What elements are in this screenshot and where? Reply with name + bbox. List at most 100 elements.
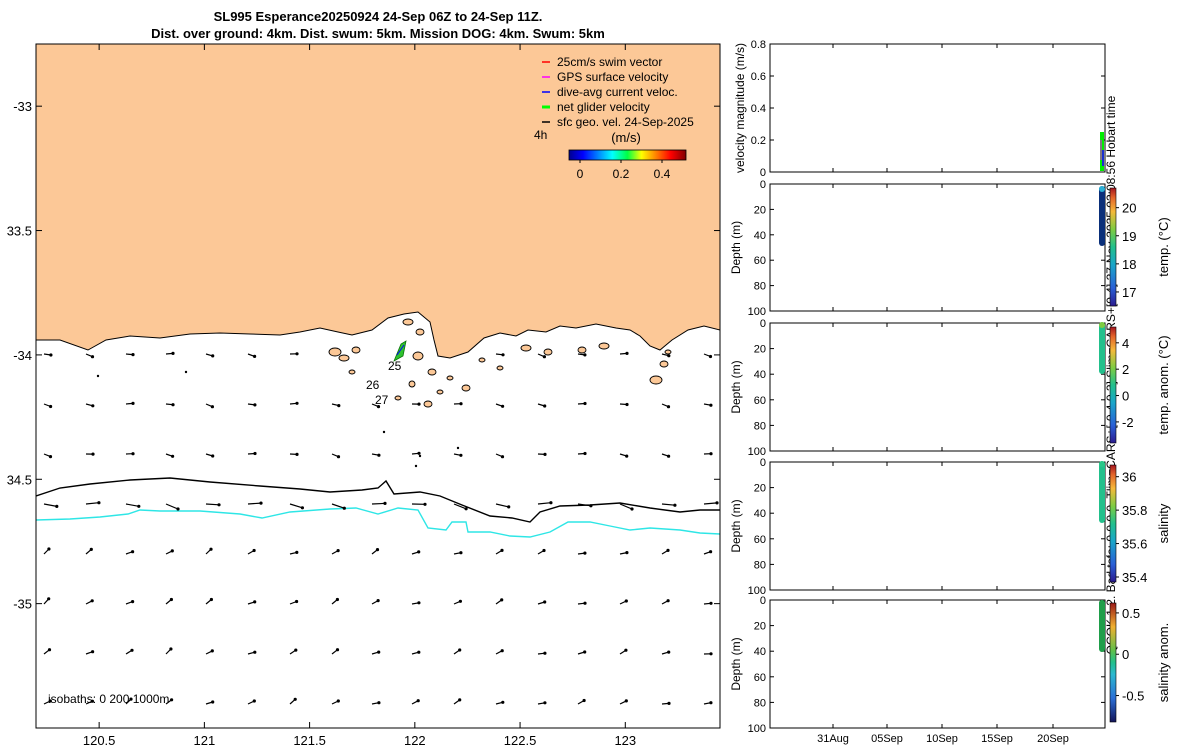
vector-head [91, 650, 95, 654]
island [478, 357, 486, 363]
island [664, 349, 672, 355]
profile-data-top [1099, 600, 1105, 606]
y-tick-label: 100 [748, 446, 766, 458]
y-tick-label: 80 [754, 281, 766, 293]
vector-head [49, 353, 53, 357]
vector-head [715, 501, 719, 505]
vector-head [210, 405, 214, 409]
vector-head [501, 700, 505, 704]
vector-head [129, 697, 133, 701]
colorbar-tick-label: 0 [1122, 389, 1129, 404]
vector-head [252, 699, 256, 703]
vector-head [90, 599, 94, 603]
y-tick-label: 80 [754, 559, 766, 571]
vector-head [416, 699, 420, 703]
vector-head [209, 547, 213, 551]
vector-head [583, 650, 587, 654]
vector-head [624, 599, 628, 603]
vector-head [501, 404, 505, 408]
colorbar-label: salinity anom. [1156, 623, 1171, 702]
island [348, 369, 356, 375]
rock [456, 446, 460, 450]
colorbar-label: temp. anom. (°C) [1156, 335, 1171, 434]
vector-head [709, 403, 713, 407]
island [338, 354, 350, 362]
colorbar-tick-label: 0 [1122, 647, 1129, 662]
vector-head [131, 401, 135, 405]
vector-head [666, 599, 670, 603]
vector-head [625, 402, 629, 407]
speed-colorbar-tick-label: 0 [577, 167, 584, 181]
vector-head [500, 548, 504, 553]
map-x-tick-label: 122.5 [504, 733, 537, 748]
vector-head [417, 451, 421, 455]
legend-label: net glider velocity [557, 100, 650, 114]
y-axis-label: Depth (m) [729, 499, 743, 552]
y-tick-label: 60 [754, 672, 766, 684]
vector-head [48, 699, 52, 703]
vector-head [259, 501, 263, 505]
vector-head [583, 601, 587, 605]
vector-head [97, 501, 101, 505]
profile-data-top [1099, 322, 1105, 328]
colorbar-label: salinity [1156, 503, 1171, 543]
colorbar-tick-label: 35.6 [1122, 537, 1147, 552]
panel-frame [769, 599, 1106, 729]
panel-1: 0 0.2 0.4 0.6 0.8 velocity magnitude (m/s) [733, 39, 1106, 179]
vector-head [549, 501, 553, 505]
rock [414, 464, 418, 468]
vector-head [417, 550, 421, 554]
surface-velocity-vector [165, 503, 179, 510]
vector-head [131, 550, 135, 554]
island [328, 347, 342, 357]
colorbar [1109, 326, 1117, 444]
speed-colorbar-tick-label: 0.4 [654, 167, 671, 181]
vector-head [171, 351, 175, 355]
legend-label: 25cm/s swim vector [557, 55, 662, 69]
map-x-tick-label: 122 [404, 733, 426, 748]
vector-head [507, 505, 511, 509]
y-tick-label: 20 [754, 344, 766, 356]
surface-velocity-vector [577, 503, 591, 507]
vector-head [543, 600, 547, 604]
colorbar-tick-label: 2 [1122, 362, 1129, 377]
panel-3: 0 20 40 60 80 100 Depth (m) -2 0 2 4 temp. anom. (°… [729, 318, 1171, 458]
island [427, 368, 437, 376]
chart-title-line1: SL995 Esperance20250924 24-Sep 06Z to 24… [213, 9, 543, 24]
y-tick-label: 0.4 [751, 103, 766, 115]
colorbar-tick-label: 18 [1122, 257, 1136, 272]
colorbar-tick-label: -0.5 [1122, 689, 1144, 704]
y-axis-label: Depth (m) [729, 360, 743, 413]
y-tick-label: 40 [754, 230, 766, 242]
vector-head [91, 452, 95, 456]
vector-head [459, 402, 463, 406]
rock [418, 454, 422, 458]
surface-velocity-vector [85, 502, 99, 505]
vector-head [543, 452, 547, 456]
y-tick-label: 40 [754, 369, 766, 381]
surface-velocity-vector [205, 503, 220, 506]
vector-head [131, 600, 135, 604]
rock [382, 430, 386, 434]
y-tick-label: 0 [760, 318, 766, 330]
y-tick-label: 20 [754, 621, 766, 633]
y-tick-label: 0 [760, 595, 766, 607]
surface-velocity-vector [371, 502, 386, 505]
y-tick-label: 80 [754, 420, 766, 432]
vector-head [376, 405, 381, 409]
surface-velocity-vector [331, 503, 345, 509]
y-tick-label: 0 [760, 179, 766, 191]
surface-velocity-vector [289, 503, 303, 509]
islands [96, 318, 672, 468]
vector-head [335, 648, 340, 652]
vector-head [625, 551, 629, 555]
y-tick-label: 60 [754, 255, 766, 267]
chart-title-line2: Dist. over ground: 4km. Dist. swum: 5km.… [151, 26, 605, 41]
panel-frame [769, 43, 1106, 173]
rock [184, 370, 188, 374]
profile-data-strip [1099, 186, 1105, 246]
vector-head [667, 650, 671, 654]
y-tick-label: 0.8 [751, 39, 766, 51]
map-frame [35, 43, 721, 729]
